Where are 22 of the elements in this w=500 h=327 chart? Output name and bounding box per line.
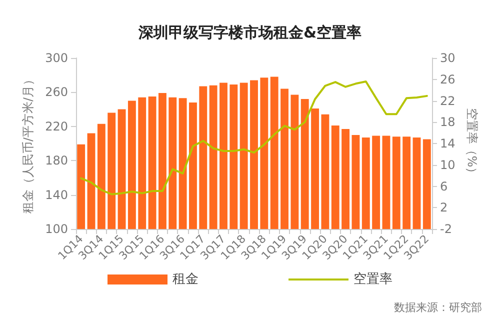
- y2-tick-label: 26: [440, 72, 456, 86]
- chart-title: 深圳甲级写字楼市场租金&空置率: [137, 24, 362, 42]
- y2-tick-label: 10: [440, 158, 456, 172]
- y2-tick-label: 14: [440, 136, 456, 150]
- y2-axis-title: 空置率（%）: [465, 108, 480, 180]
- y2-tick-label: 2: [440, 200, 448, 215]
- y-tick-label: 140: [45, 188, 68, 202]
- legend-label: 空置率: [354, 271, 392, 287]
- y-tick-label: 100: [45, 222, 68, 236]
- y-tick-label: 300: [45, 51, 68, 65]
- y2-tick-label: 22: [440, 94, 456, 108]
- y-tick-label: 180: [45, 154, 68, 168]
- y2-tick-label: 30: [440, 51, 456, 65]
- y-tick-label: 260: [45, 85, 68, 100]
- line-series: [80, 80, 428, 196]
- legend-label: 租金: [172, 272, 198, 287]
- y-tick-label: 220: [45, 119, 68, 134]
- source-note: 数据来源：研究部: [394, 301, 482, 314]
- y2-tick-label: 6: [440, 179, 448, 194]
- y-axis-title: 租金（人民币/平方米/月）: [21, 73, 36, 214]
- y2-tick-label: 18: [440, 115, 456, 130]
- y2-tick-label: -2: [440, 222, 452, 236]
